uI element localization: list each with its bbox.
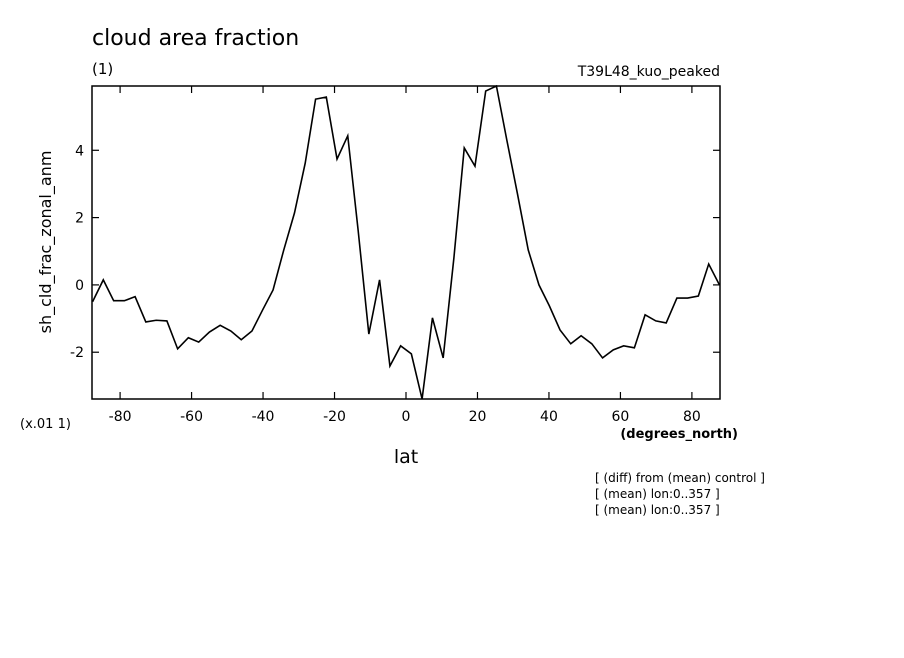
y-tick-label: 0 bbox=[75, 278, 84, 294]
note: [ (mean) lon:0..357 ] bbox=[595, 503, 720, 517]
note: [ (diff) from (mean) control ] bbox=[595, 471, 765, 485]
chart-title: cloud area fraction bbox=[92, 26, 299, 51]
x-tick-label: -60 bbox=[180, 409, 203, 425]
x-axis-label: lat bbox=[394, 446, 418, 468]
y-tick-label: 2 bbox=[75, 211, 84, 227]
x-tick-label: 60 bbox=[612, 409, 630, 425]
y-tick-label: -2 bbox=[70, 345, 84, 361]
x-tick-label: -40 bbox=[252, 409, 275, 425]
x-tick-label: 80 bbox=[683, 409, 701, 425]
note: [ (mean) lon:0..357 ] bbox=[595, 487, 720, 501]
x-unit-label: (degrees_north) bbox=[620, 427, 738, 442]
x-tick-label: -20 bbox=[323, 409, 346, 425]
subtitle: (1) bbox=[92, 60, 113, 78]
x-tick-label: -80 bbox=[109, 409, 132, 425]
experiment-label: T39L48_kuo_peaked bbox=[577, 64, 720, 80]
data-line bbox=[91, 84, 721, 400]
x-tick-label: 20 bbox=[469, 409, 487, 425]
y-scale-label: (x.01 1) bbox=[20, 417, 71, 432]
x-tick-label: 40 bbox=[540, 409, 558, 425]
y-tick-label: 4 bbox=[75, 143, 84, 159]
y-axis-label: sh_cld_frac_zonal_anm bbox=[36, 151, 56, 334]
x-tick-label: 0 bbox=[402, 409, 411, 425]
